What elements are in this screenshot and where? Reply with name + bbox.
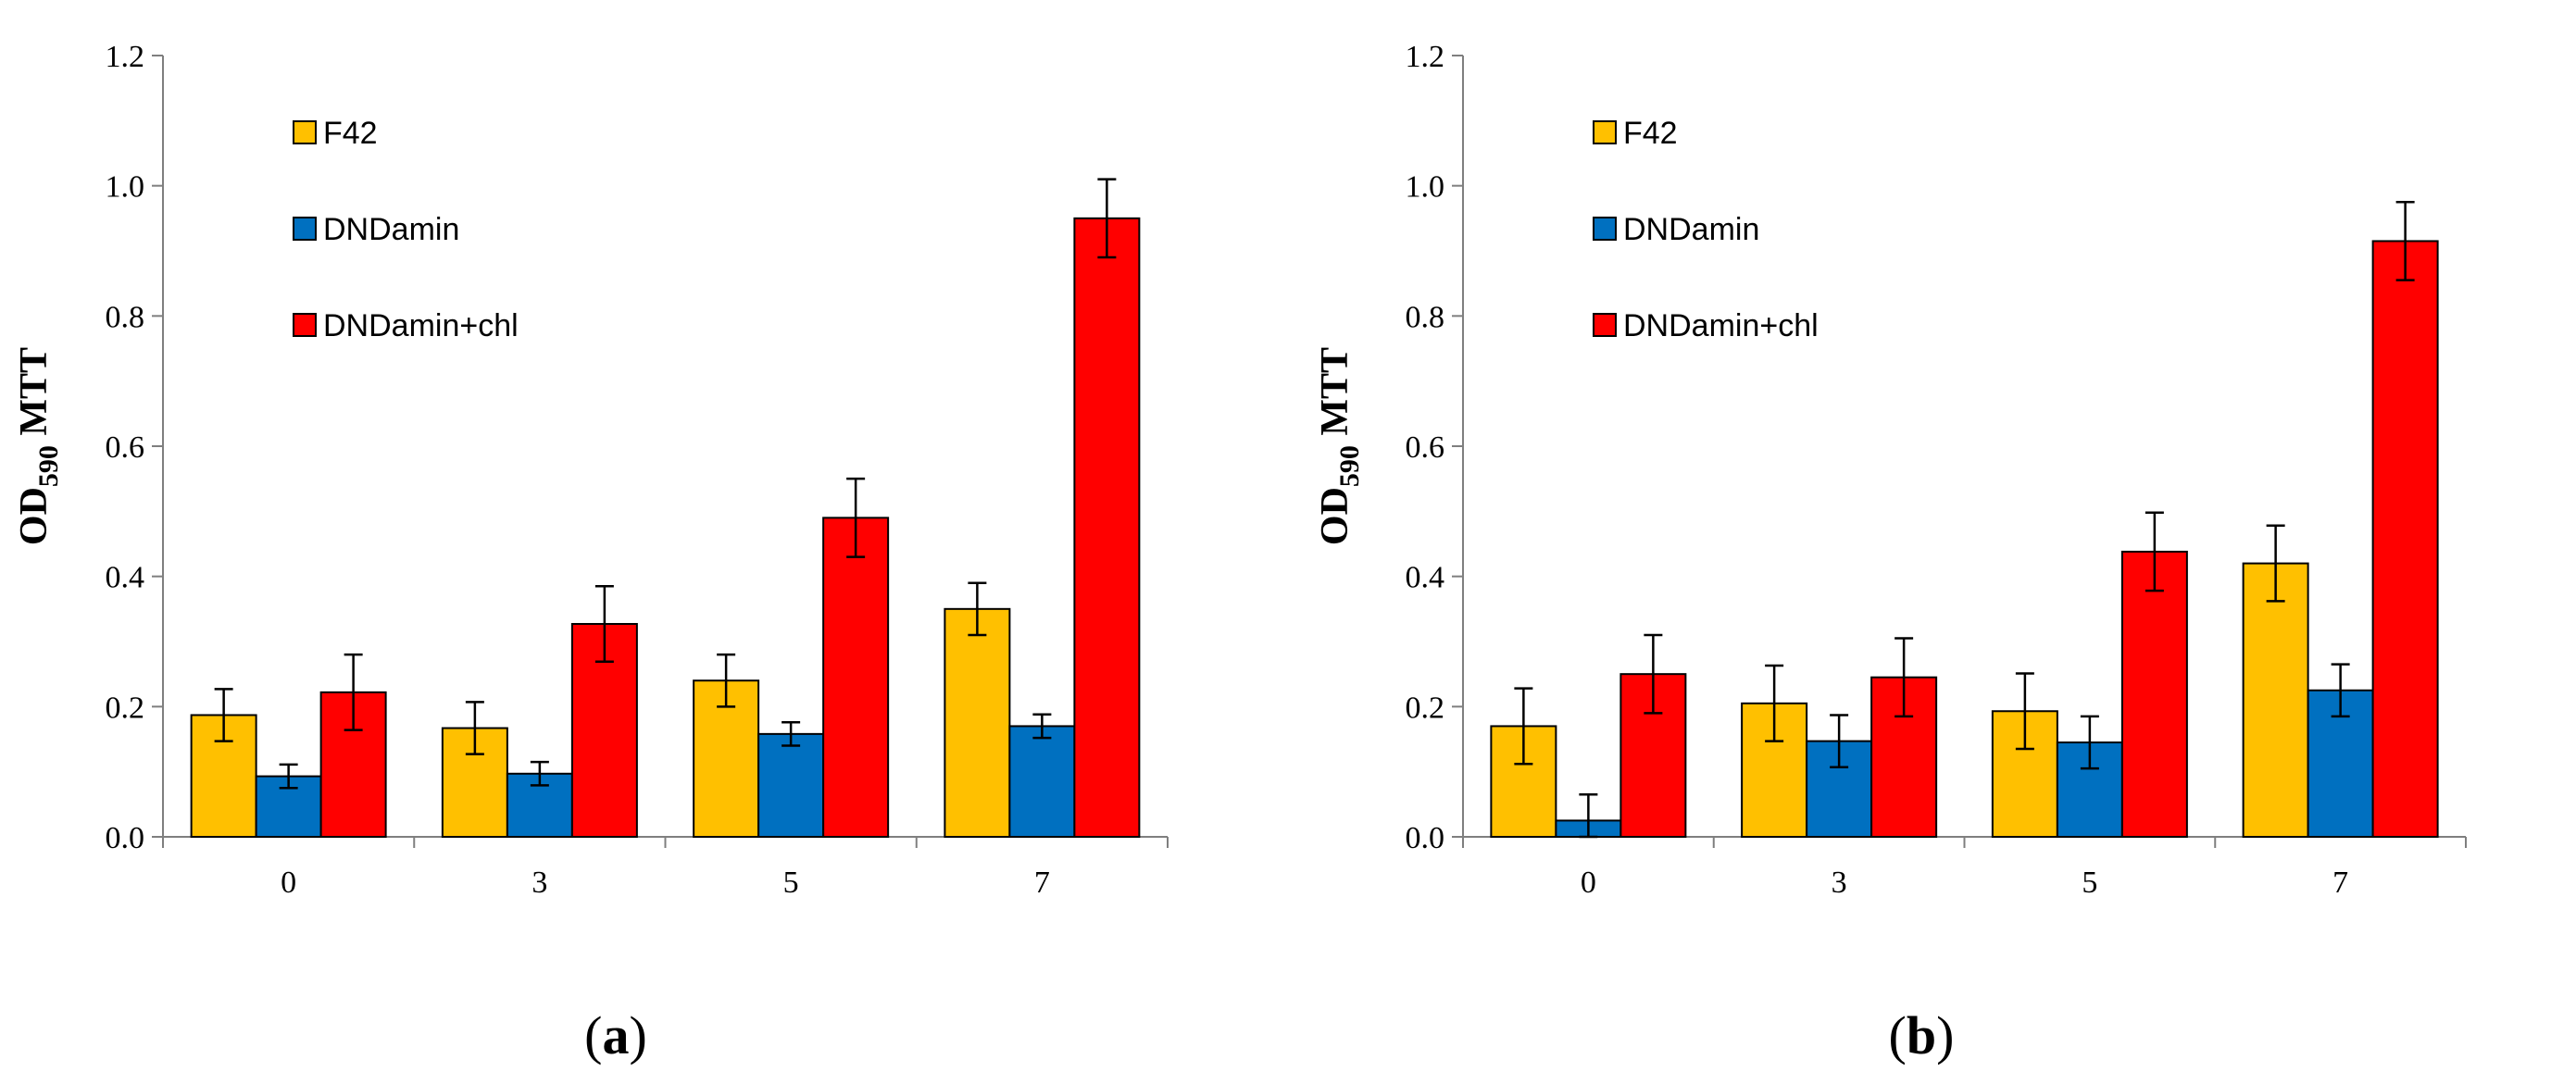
y-axis-label-main: OD bbox=[13, 487, 56, 545]
legend-swatch bbox=[293, 120, 317, 144]
legend-swatch bbox=[1593, 313, 1617, 337]
legend-label: DNDamin+chl bbox=[1623, 308, 1819, 343]
y-axis-label-subscript: 590 bbox=[33, 445, 64, 487]
y-axis-label: OD590 MTT bbox=[1314, 347, 1365, 545]
y-tick-label: 0.4 bbox=[106, 561, 145, 595]
chart-panel-b: 0.0 0.2 0.4 0.6 0.8 1.0 1.2 0 3 5 7 F42 DNDamin DNDam… bbox=[1314, 40, 2467, 1065]
panel-label: (a) bbox=[584, 1005, 647, 1065]
y-tick-label: 0.2 bbox=[1406, 691, 1445, 725]
legend-swatch bbox=[293, 217, 317, 241]
y-tick-label: 1.0 bbox=[1406, 170, 1445, 205]
x-tick-label: 3 bbox=[531, 866, 547, 900]
bar bbox=[2242, 562, 2309, 838]
y-axis-label-rest: MTT bbox=[13, 347, 56, 445]
legend-swatch bbox=[1593, 217, 1617, 241]
y-tick-label: 0.2 bbox=[106, 691, 145, 725]
panel-label-close-paren: ) bbox=[630, 1005, 647, 1065]
bar bbox=[822, 517, 890, 838]
y-tick-label: 1.2 bbox=[106, 40, 145, 74]
panel-label-letter: a bbox=[603, 1005, 630, 1065]
panel-label-open-paren: ( bbox=[1889, 1005, 1907, 1065]
bar bbox=[2371, 240, 2439, 838]
x-tick-label: 5 bbox=[2082, 866, 2097, 900]
y-tick-label: 0.8 bbox=[1406, 300, 1445, 334]
y-tick-label: 1.0 bbox=[106, 170, 145, 205]
bar bbox=[944, 607, 1011, 838]
x-tick-label: 0 bbox=[1581, 866, 1596, 900]
legend-label: DNDamin bbox=[1623, 212, 1759, 247]
x-tick-label: 7 bbox=[1034, 866, 1050, 900]
y-tick-label: 0.4 bbox=[1406, 561, 1445, 595]
legend-swatch bbox=[1593, 120, 1617, 144]
bar bbox=[1008, 725, 1076, 839]
legend-label: DNDamin bbox=[323, 212, 459, 247]
panel-label-letter: b bbox=[1907, 1005, 1936, 1065]
bar bbox=[2120, 550, 2188, 838]
x-tick-label: 0 bbox=[281, 866, 296, 900]
y-tick-label: 0.6 bbox=[1406, 430, 1445, 465]
y-tick-label: 0.0 bbox=[106, 821, 145, 855]
x-tick-label: 3 bbox=[1832, 866, 1847, 900]
y-tick-label: 0.6 bbox=[106, 430, 145, 465]
y-axis-label: OD590 MTT bbox=[13, 347, 64, 545]
chart-panel-a: 0.0 0.2 0.4 0.6 0.8 1.0 1.2 0 3 5 7 F42 DNDamin DNDam… bbox=[13, 40, 1169, 1065]
x-tick-label: 5 bbox=[783, 866, 799, 900]
panel-label: (b) bbox=[1889, 1005, 1955, 1065]
legend-label: F42 bbox=[323, 116, 378, 151]
panel-label-close-paren: ) bbox=[1936, 1005, 1954, 1065]
y-axis-label-main: OD bbox=[1314, 487, 1357, 545]
y-axis-label-subscript: 590 bbox=[1334, 445, 1365, 487]
legend-swatch bbox=[293, 313, 317, 337]
bar bbox=[757, 732, 825, 839]
y-axis-label-rest: MTT bbox=[1314, 347, 1357, 445]
y-tick-label: 1.2 bbox=[1406, 40, 1445, 74]
legend-label: F42 bbox=[1623, 116, 1678, 151]
x-tick-label: 7 bbox=[2332, 866, 2348, 900]
bar bbox=[1073, 217, 1141, 839]
panel-label-open-paren: ( bbox=[584, 1005, 602, 1065]
y-tick-label: 0.8 bbox=[106, 300, 145, 334]
y-tick-label: 0.0 bbox=[1406, 821, 1445, 855]
legend-label: DNDamin+chl bbox=[323, 308, 519, 343]
